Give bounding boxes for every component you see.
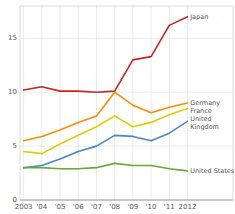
y-tick-label: 15 <box>8 34 17 42</box>
y-grid-line <box>20 92 233 93</box>
x-grid-line <box>78 6 79 200</box>
y-grid-line <box>20 200 233 201</box>
tick-labels: 0510152003'04'05'06'07'08'09'10'112012 <box>8 34 196 211</box>
lines <box>24 17 188 171</box>
x-axis-line <box>20 200 233 201</box>
x-grid-line <box>23 6 24 200</box>
series-line <box>24 121 188 167</box>
y-tick-label: 5 <box>13 142 17 150</box>
x-tick-label: '06 <box>73 203 84 211</box>
series-line <box>24 17 188 92</box>
x-grid-line <box>169 6 170 200</box>
x-tick-label: '08 <box>109 203 120 211</box>
x-grid-line <box>132 6 133 200</box>
y-grid-line <box>20 146 233 147</box>
x-tick-label: '07 <box>91 203 102 211</box>
x-grid-line <box>41 6 42 200</box>
x-grid-line <box>114 6 115 200</box>
series-line <box>24 108 188 153</box>
x-tick-label: '11 <box>164 203 175 211</box>
series-labels: Japan GermanyFranceUnitedKingdom United St… <box>189 13 235 175</box>
series-label: Germany <box>190 99 220 107</box>
x-grid-line <box>96 6 97 200</box>
chart: 0510152003'04'05'06'07'08'09'10'112012Ja… <box>0 0 235 214</box>
x-tick-label: 2003 <box>15 203 33 211</box>
y-tick-label: 10 <box>8 88 17 96</box>
x-tick-label: '09 <box>127 203 138 211</box>
series-label: Japan <box>189 13 208 21</box>
x-grid-line <box>60 6 61 200</box>
x-tick-label: '04 <box>36 203 47 211</box>
series-line <box>24 163 188 171</box>
y-grid-line <box>20 38 233 39</box>
x-tick-label: 2012 <box>179 203 197 211</box>
series-label: UnitedKingdom <box>190 115 219 131</box>
x-grid-line <box>151 6 152 200</box>
x-tick-label: '10 <box>146 203 157 211</box>
series-label: United States <box>190 167 235 175</box>
series-line <box>24 92 188 141</box>
series-label: France <box>190 107 212 115</box>
x-tick-label: '05 <box>55 203 66 211</box>
